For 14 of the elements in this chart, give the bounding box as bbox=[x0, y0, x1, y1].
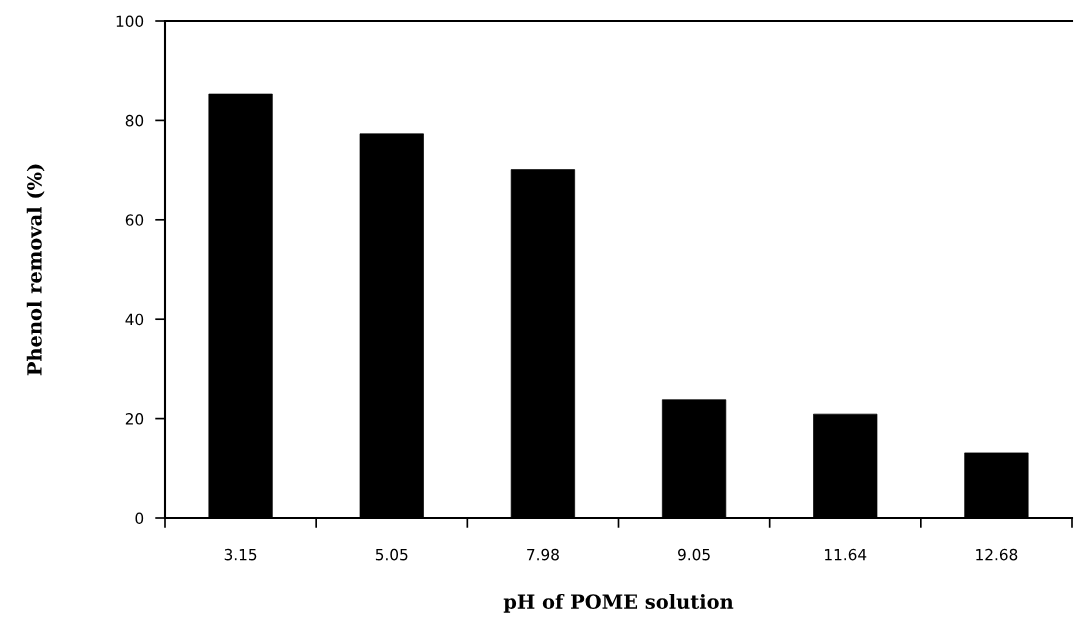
y-tick-label: 20 bbox=[125, 413, 144, 425]
y-axis-title: Phenol removal (%) bbox=[26, 164, 45, 376]
x-tick-label: 3.15 bbox=[224, 548, 257, 561]
x-tick-label: 11.64 bbox=[825, 548, 867, 561]
x-tick-label: 7.98 bbox=[527, 548, 559, 561]
y-tick-label: 0 bbox=[135, 512, 144, 525]
x-tick-label: 5.05 bbox=[375, 548, 408, 561]
x-tick-label: 12.68 bbox=[976, 548, 1018, 561]
y-tick-label: 40 bbox=[125, 313, 144, 326]
x-tick-label: 9.05 bbox=[678, 548, 710, 561]
y-tick-label: 80 bbox=[125, 114, 144, 127]
y-tick-label: 100 bbox=[116, 15, 144, 28]
y-tick-label: 60 bbox=[125, 214, 144, 226]
x-axis-title: pH of POME solution bbox=[503, 593, 734, 613]
